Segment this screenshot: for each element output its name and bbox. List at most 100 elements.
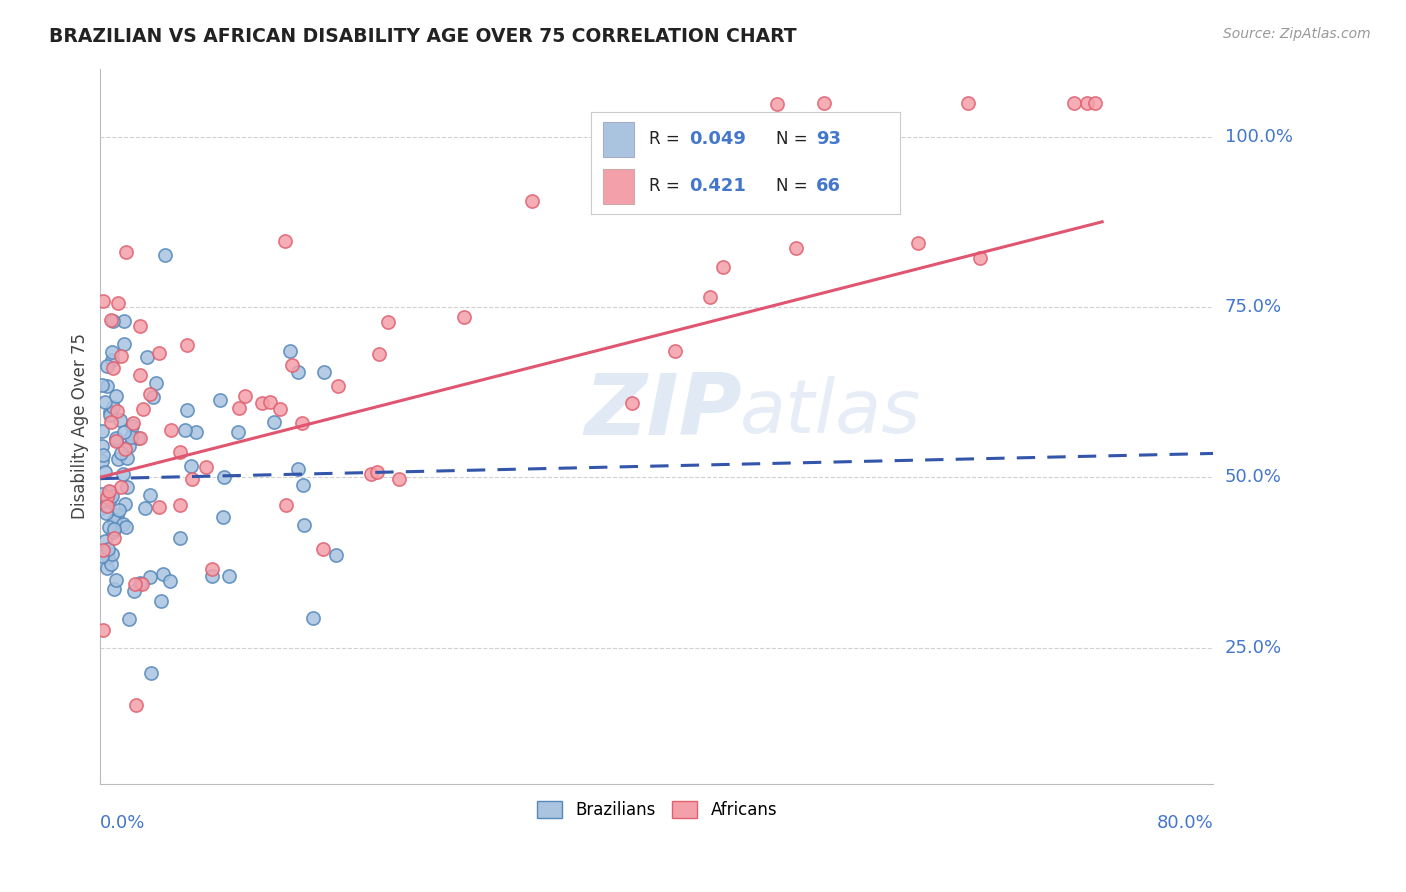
Point xyxy=(148,500,170,514)
Point xyxy=(103,582,125,596)
Point xyxy=(97,541,120,556)
Text: 50.0%: 50.0% xyxy=(1225,468,1281,486)
Point xyxy=(93,293,115,308)
Point xyxy=(90,549,112,563)
Point xyxy=(209,392,232,407)
Point xyxy=(103,531,125,545)
Point xyxy=(620,396,643,410)
Text: R =: R = xyxy=(650,178,690,195)
Point xyxy=(104,512,127,526)
Point xyxy=(184,425,207,439)
Point xyxy=(212,470,235,484)
Text: 0.049: 0.049 xyxy=(689,130,747,148)
Point xyxy=(91,448,114,462)
Point xyxy=(291,416,314,430)
Point xyxy=(228,401,250,416)
Point xyxy=(107,296,129,310)
Point xyxy=(104,431,127,445)
Point xyxy=(129,368,152,383)
Point xyxy=(94,465,117,479)
Point xyxy=(169,498,191,512)
Point xyxy=(149,594,172,608)
Point xyxy=(101,489,124,503)
Point xyxy=(107,404,129,418)
Point xyxy=(108,413,131,427)
Text: atlas: atlas xyxy=(741,376,922,448)
Point xyxy=(957,95,980,110)
Point xyxy=(278,343,301,358)
Point xyxy=(90,377,112,392)
Point xyxy=(312,541,335,556)
Point xyxy=(174,423,197,437)
Point xyxy=(155,248,177,262)
Point xyxy=(112,467,135,482)
Point xyxy=(114,497,136,511)
Point xyxy=(287,462,309,476)
Point xyxy=(101,345,124,359)
Point xyxy=(269,402,291,417)
Point xyxy=(118,439,141,453)
Point xyxy=(121,418,143,433)
Point xyxy=(91,500,114,515)
Point xyxy=(1076,95,1098,110)
Point xyxy=(94,499,117,513)
Point xyxy=(105,433,128,447)
Point xyxy=(101,314,124,328)
Point xyxy=(114,442,136,456)
Point xyxy=(169,445,191,459)
Point xyxy=(226,425,249,439)
Point xyxy=(98,520,121,534)
Text: 0.421: 0.421 xyxy=(689,178,747,195)
Point xyxy=(711,260,734,274)
Point xyxy=(520,194,543,209)
Point xyxy=(108,502,131,516)
Point xyxy=(91,623,114,637)
Point xyxy=(104,515,127,529)
Point xyxy=(105,508,128,523)
Point xyxy=(115,244,138,259)
Bar xyxy=(603,169,634,204)
Point xyxy=(90,454,112,468)
Point xyxy=(115,520,138,534)
Text: R =: R = xyxy=(650,130,685,148)
Point xyxy=(101,353,124,368)
Point xyxy=(115,450,138,465)
Point xyxy=(388,472,411,486)
Point xyxy=(100,547,122,561)
Point xyxy=(128,319,150,334)
Legend: Brazilians, Africans: Brazilians, Africans xyxy=(530,794,783,826)
Y-axis label: Disability Age Over 75: Disability Age Over 75 xyxy=(72,334,89,519)
Point xyxy=(101,400,124,414)
Point xyxy=(128,576,150,591)
Text: 75.0%: 75.0% xyxy=(1225,298,1282,316)
Point xyxy=(96,490,118,504)
Point xyxy=(367,346,389,360)
Point xyxy=(100,415,122,429)
Point xyxy=(139,570,162,584)
Point xyxy=(124,576,146,591)
Point xyxy=(969,251,991,265)
Point xyxy=(201,562,224,576)
Point xyxy=(98,405,121,419)
Text: 66: 66 xyxy=(817,178,841,195)
Point xyxy=(274,234,297,248)
Text: 25.0%: 25.0% xyxy=(1225,639,1282,657)
Point xyxy=(94,506,117,520)
Point xyxy=(145,376,167,390)
Point xyxy=(907,235,929,250)
Point xyxy=(785,241,807,255)
Point xyxy=(360,467,382,481)
Point xyxy=(233,389,256,403)
Point xyxy=(142,390,165,404)
Point xyxy=(276,498,298,512)
Point xyxy=(176,403,198,417)
Point xyxy=(139,665,162,680)
Point xyxy=(103,522,125,536)
Point xyxy=(98,491,121,506)
Point xyxy=(98,409,121,423)
Point xyxy=(124,583,146,598)
Point xyxy=(176,337,198,351)
Point xyxy=(94,533,117,548)
Point xyxy=(139,387,162,401)
Point xyxy=(152,566,174,581)
